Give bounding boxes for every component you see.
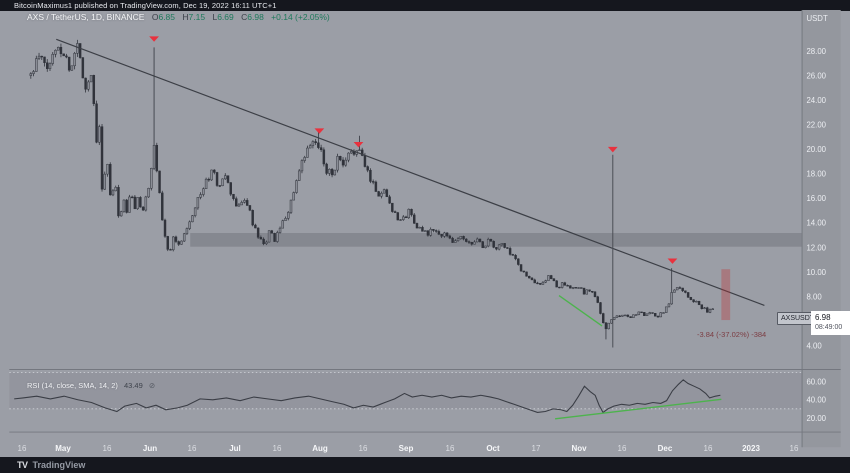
red-down-arrow-marker[interactable] <box>314 128 325 134</box>
time-label: Jun <box>142 444 158 453</box>
time-label: 16 <box>789 444 799 453</box>
green-trendline-drawing[interactable] <box>558 295 603 327</box>
symbol-legend[interactable]: AXS / TetherUS, 1D, BINANCE O6.85 H7.15 … <box>27 12 330 22</box>
price-axis-column[interactable] <box>802 10 841 448</box>
rsi-hide-icon[interactable]: ⊘ <box>148 381 156 390</box>
open-label: O <box>151 12 159 22</box>
last-price-value: 6.98 <box>815 313 831 322</box>
rsi-value: 43.49 <box>123 381 143 390</box>
symbol-title: AXS / TetherUS, 1D, BINANCE <box>27 12 145 22</box>
rsi-title: RSI (14, close, SMA, 14, 2) <box>27 381 118 390</box>
price-axis-tick: 16.00 <box>806 194 826 203</box>
time-label: Nov <box>571 444 587 453</box>
time-label: 16 <box>358 444 368 453</box>
low-label: L <box>212 12 218 22</box>
bar-countdown: 08:49:00 <box>815 324 843 331</box>
tradingview-logo-icon[interactable]: TV <box>17 460 28 470</box>
rsi-axis-tick: 40.00 <box>806 396 826 405</box>
time-label: 17 <box>531 444 541 453</box>
time-label: May <box>55 444 71 453</box>
time-label: Sep <box>398 444 414 453</box>
time-label: 2023 <box>742 444 760 453</box>
time-label: 16 <box>272 444 282 453</box>
rsi-band-fill <box>9 372 802 409</box>
rsi-axis-tick: 20.00 <box>806 414 826 423</box>
time-label: 16 <box>617 444 627 453</box>
measurement-label[interactable]: -3.84 (-37.02%) -384 <box>697 330 767 339</box>
footer: TV TradingView <box>0 457 850 473</box>
tradingview-brand[interactable]: TradingView <box>32 460 86 470</box>
publish-bar: BitcoinMaximus1 published on TradingView… <box>0 0 850 11</box>
time-label: 16 <box>17 444 27 453</box>
rsi-legend[interactable]: RSI (14, close, SMA, 14, 2) 43.49 ⊘ <box>27 381 155 390</box>
measurement-zone-drawing[interactable] <box>721 269 731 321</box>
time-label: Jul <box>229 444 241 453</box>
low-value: 6.69 <box>217 12 234 22</box>
time-label: Aug <box>312 444 328 453</box>
descending-trendline-drawing[interactable] <box>56 38 765 306</box>
time-label: 16 <box>102 444 112 453</box>
red-down-arrow-marker[interactable] <box>667 258 678 264</box>
chart-canvas[interactable]: USDT 28.00 26.00 24.00 22.00 20.00 18.00 16.00 1… <box>0 10 850 457</box>
close-value: 6.98 <box>247 12 264 22</box>
change-value: +0.14 (+2.05%) <box>271 12 330 22</box>
time-label: Oct <box>486 444 500 453</box>
price-axis-tick: 4.00 <box>806 341 822 350</box>
price-axis-tick: 8.00 <box>806 292 822 301</box>
close-label: C <box>241 12 248 22</box>
last-price-label: 6.98 08:49:00 <box>811 311 850 335</box>
red-down-arrow-marker[interactable] <box>607 146 618 153</box>
red-down-arrow-marker[interactable] <box>149 36 159 42</box>
price-axis-tick: 24.00 <box>806 96 826 105</box>
candlesticks <box>29 39 714 340</box>
rsi-green-trendline-drawing[interactable] <box>555 398 722 420</box>
price-axis-tick: 14.00 <box>806 219 826 228</box>
support-band-drawing[interactable] <box>190 233 802 247</box>
rsi-axis-tick: 60.00 <box>806 378 826 387</box>
price-axis-tick: 26.00 <box>806 72 826 81</box>
high-value: 7.15 <box>188 12 206 22</box>
red-down-arrow-marker[interactable] <box>353 142 364 148</box>
high-label: H <box>182 12 189 22</box>
time-label: Dec <box>657 444 673 453</box>
price-axis-tick: 12.00 <box>806 243 826 252</box>
time-axis[interactable]: 16 May 16 Jun 16 Jul 16 Aug 16 Sep 16 Oct 17 Nov 16 Dec… <box>0 441 850 457</box>
rsi-line <box>14 379 721 414</box>
price-axis-tick: 20.00 <box>806 145 826 154</box>
publish-bar-text: BitcoinMaximus1 published on TradingView… <box>14 1 277 10</box>
price-axis-unit: USDT <box>806 14 827 23</box>
price-axis-tick: 10.00 <box>806 268 826 277</box>
open-value: 6.85 <box>158 12 176 22</box>
time-label: 16 <box>445 444 455 453</box>
price-axis-tick: 18.00 <box>806 170 826 179</box>
time-label: 16 <box>703 444 713 453</box>
time-label: 16 <box>187 444 197 453</box>
price-axis-tick: 28.00 <box>806 47 826 56</box>
price-axis-tick: 22.00 <box>806 121 826 130</box>
